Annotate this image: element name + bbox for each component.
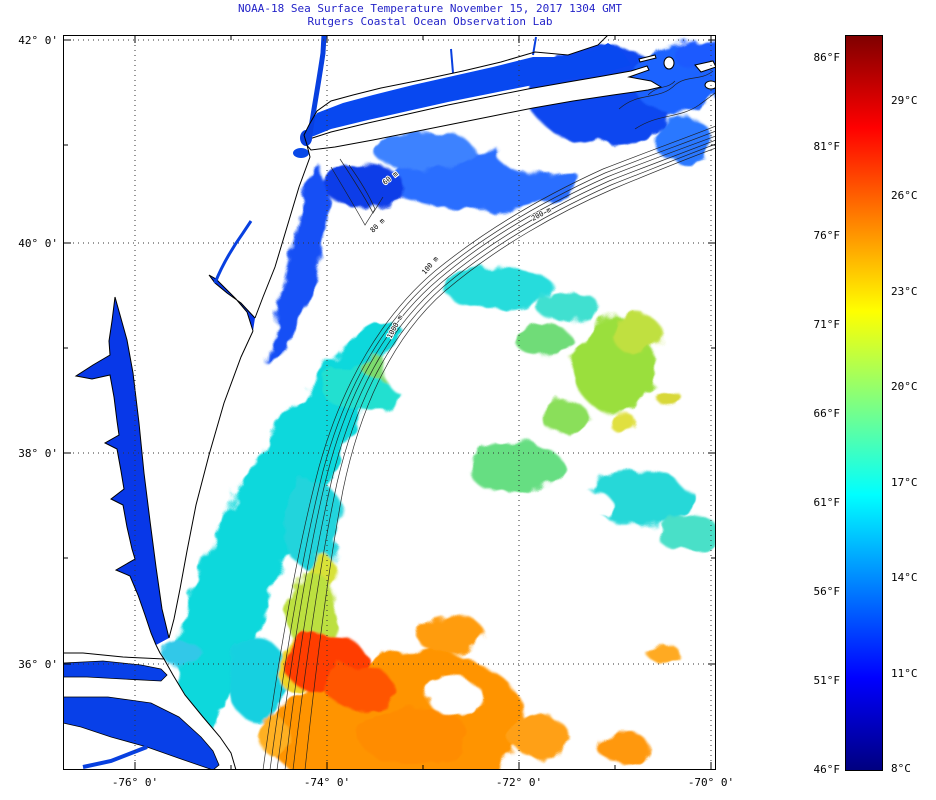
nantucket-shoals-contour [634, 91, 716, 130]
colorbar-c-tick: 14°C [891, 571, 918, 584]
figure-title: NOAA-18 Sea Surface Temperature November… [237, 2, 623, 15]
x-tick-label: -72° 0' [495, 776, 543, 789]
bathymetry-contours [262, 70, 716, 770]
contour-label-100m: 100 m [420, 255, 440, 276]
map-svg: 60 m 80 m 100 m 200 m 1000 m [63, 35, 716, 770]
x-tick-label: -74° 0' [303, 776, 351, 789]
long-island-sound [306, 43, 631, 138]
cloud-mask-layer [333, 135, 716, 713]
y-tick-label: 36° 0' [18, 658, 58, 671]
colorbar-c-tick: 17°C [891, 476, 918, 489]
hudson-shelf-valley-contour [330, 164, 376, 226]
colorbar-gradient [845, 35, 883, 771]
hudson-shelf-valley-contour [339, 158, 384, 214]
colorbar-f-tick: 51°F [813, 674, 841, 687]
y-tick-label: 38° 0' [18, 447, 58, 460]
neuse-river [82, 745, 148, 769]
y-tick-label: 42° 0' [18, 34, 58, 47]
colorbar-c-tick: 20°C [891, 380, 918, 393]
block-island [663, 56, 675, 70]
outer-banks-coast [163, 658, 237, 770]
connecticut-river [450, 48, 454, 74]
colorbar-f-tick: 56°F [813, 585, 841, 598]
colorbar-c-tick: 11°C [891, 667, 918, 680]
colorbar-f-tick: 71°F [813, 318, 841, 331]
colorbar-f-tick: 46°F [813, 763, 841, 776]
fishers-island [638, 54, 657, 63]
colorbar-f-tick: 76°F [813, 229, 841, 242]
estuary-layer [63, 35, 631, 770]
long-island [302, 65, 663, 151]
map-plot: 60 m 80 m 100 m 200 m 1000 m [63, 35, 716, 770]
colorbar-c-tick: 23°C [891, 285, 918, 298]
chesapeake-bay [76, 297, 169, 645]
colorbar-f-tick: 86°F [813, 51, 841, 64]
delaware-bay-shoreline [208, 274, 256, 332]
land-mainland [63, 35, 608, 659]
coastline [63, 35, 609, 770]
nantucket-shoals-contour [618, 70, 714, 110]
hudson-river [306, 35, 327, 142]
albemarle-sound [63, 660, 168, 682]
pamlico-sound [63, 696, 220, 770]
title-block: NOAA-18 Sea Surface Temperature November… [60, 2, 800, 28]
colorbar-f-tick: 61°F [813, 496, 841, 509]
colorbar-c-tick: 29°C [891, 94, 918, 107]
contour-label-80m: 80 m [369, 217, 387, 235]
new-york-harbor [300, 130, 312, 146]
colorbar-c-tick: 8°C [891, 762, 911, 775]
marthas-vineyard [694, 60, 716, 73]
islands [638, 54, 716, 90]
colorbar-f-tick: 81°F [813, 140, 841, 153]
figure-subtitle: Rutgers Coastal Ocean Observation Lab [307, 15, 553, 28]
colorbar-c-tick: 26°C [891, 189, 918, 202]
plot-border [63, 35, 716, 770]
x-tick-label: -70° 0' [687, 776, 735, 789]
delaware-river [213, 220, 253, 284]
colorbar-f-tick: 66°F [813, 407, 841, 420]
nantucket-shoals-contour [647, 80, 676, 96]
x-tick-label: -76° 0' [111, 776, 159, 789]
y-tick-label: 40° 0' [18, 237, 58, 250]
raritan-bay [293, 148, 309, 158]
chesapeake-bay-shoreline [74, 296, 170, 646]
